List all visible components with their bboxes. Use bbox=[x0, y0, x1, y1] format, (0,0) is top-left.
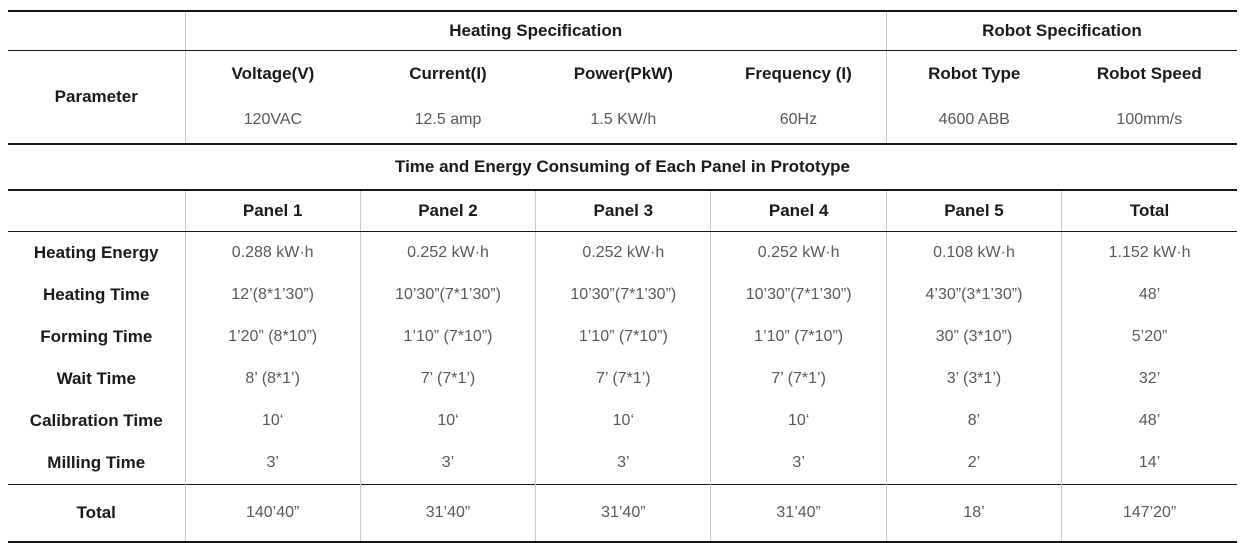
total-cell: 18’ bbox=[886, 484, 1063, 542]
row-label: Calibration Time bbox=[8, 400, 186, 442]
cell: 1’10” (7*10”) bbox=[710, 316, 887, 358]
total-cell: 31’40” bbox=[360, 484, 537, 542]
row-label: Wait Time bbox=[8, 358, 186, 400]
cell: 10’30”(7*1’30”) bbox=[360, 274, 537, 316]
panel-col-header-1: Panel 1 bbox=[185, 191, 361, 232]
cell: 0.108 kW·h bbox=[886, 231, 1063, 274]
table-row-milling-time: Milling Time 3’ 3’ 3’ 3’ 2’ 14’ bbox=[8, 442, 1237, 485]
table-row-total: Total 140’40” 31’40” 31’40” 31’40” 18’ 1… bbox=[8, 484, 1237, 542]
cell: 8’ (8*1’) bbox=[185, 358, 361, 400]
spec-header-row: Parameter Voltage(V) Current(I) Power(Pk… bbox=[8, 50, 1237, 144]
cell: 3’ (3*1’) bbox=[886, 358, 1063, 400]
panel-table: Panel 1 Panel 2 Panel 3 Panel 4 Panel 5 … bbox=[8, 191, 1237, 543]
cell: 1.152 kW·h bbox=[1108, 244, 1191, 261]
cell: 3’ bbox=[360, 442, 537, 485]
cell: 8’ bbox=[886, 400, 1063, 442]
spec-value-frequency: 60Hz bbox=[710, 97, 887, 144]
spec-value-row: 120VAC 12.5 amp 1.5 KW/h 60Hz 4600 ABB 1… bbox=[8, 97, 1237, 144]
table-row-heating-energy: Heating Energy 0.288 kW·h 0.252 kW·h 0.2… bbox=[8, 231, 1237, 274]
cell: 10‘ bbox=[535, 400, 712, 442]
robot-spec-title: Robot Specification bbox=[886, 11, 1237, 51]
spec-value-power: 1.5 KW/h bbox=[590, 111, 657, 128]
cell: 3’ bbox=[710, 442, 887, 485]
spec-value-voltage: 120VAC bbox=[243, 111, 303, 128]
cell: 10‘ bbox=[710, 400, 887, 442]
cell: 32’ bbox=[1138, 370, 1161, 387]
cell: 10’30”(7*1’30”) bbox=[710, 274, 887, 316]
cell: 0.252 kW·h bbox=[710, 231, 887, 274]
parameter-label: Parameter bbox=[8, 50, 186, 144]
row-label: Heating Time bbox=[8, 274, 186, 316]
total-label: Total bbox=[8, 484, 186, 542]
cell: 10’30”(7*1’30”) bbox=[535, 274, 712, 316]
cell: 14’ bbox=[1138, 454, 1161, 471]
row-label: Milling Time bbox=[8, 442, 186, 485]
total-cell: 31’40” bbox=[710, 484, 887, 542]
spec-value-robot-type: 4600 ABB bbox=[938, 111, 1010, 128]
spec-col-header-robot-speed: Robot Speed bbox=[1096, 64, 1202, 83]
spec-value-current: 12.5 amp bbox=[414, 111, 482, 128]
spec-col-header-voltage: Voltage(V) bbox=[231, 64, 315, 83]
cell: 0.288 kW·h bbox=[185, 231, 361, 274]
table-row-heating-time: Heating Time 12’(8*1’30”) 10’30”(7*1’30”… bbox=[8, 274, 1237, 316]
row-label: Heating Energy bbox=[8, 231, 186, 274]
panel-col-header-2: Panel 2 bbox=[360, 191, 537, 232]
panel-table-title: Time and Energy Consuming of Each Panel … bbox=[8, 145, 1237, 191]
row-label: Forming Time bbox=[8, 316, 186, 358]
cell: 3’ bbox=[185, 442, 361, 485]
cell: 2’ bbox=[886, 442, 1063, 485]
cell: 12’(8*1’30”) bbox=[185, 274, 361, 316]
total-cell: 147’20” bbox=[1061, 484, 1237, 542]
cell: 10‘ bbox=[185, 400, 361, 442]
total-cell: 31’40” bbox=[535, 484, 712, 542]
cell: 7’ (7*1’) bbox=[710, 358, 887, 400]
cell: 7’ (7*1’) bbox=[535, 358, 712, 400]
cell: 30” (3*10”) bbox=[886, 316, 1063, 358]
panel-col-header-4: Panel 4 bbox=[710, 191, 887, 232]
cell: 4’30”(3*1’30”) bbox=[886, 274, 1063, 316]
cell: 3’ bbox=[535, 442, 712, 485]
spec-corner-cell bbox=[8, 11, 186, 51]
total-cell: 140’40” bbox=[185, 484, 361, 542]
heating-spec-title: Heating Specification bbox=[185, 11, 887, 51]
table-row-wait-time: Wait Time 8’ (8*1’) 7’ (7*1’) 7’ (7*1’) … bbox=[8, 358, 1237, 400]
cell: 1’10” (7*10”) bbox=[360, 316, 537, 358]
cell: 48’ bbox=[1138, 412, 1161, 429]
spec-table: Heating Specification Robot Specificatio… bbox=[8, 10, 1237, 145]
table-row-calibration-time: Calibration Time 10‘ 10‘ 10‘ 10‘ 8’ 48’ bbox=[8, 400, 1237, 442]
panel-corner-cell bbox=[8, 191, 186, 232]
spec-title-row: Heating Specification Robot Specificatio… bbox=[8, 11, 1237, 51]
panel-col-header-total: Total bbox=[1061, 191, 1237, 232]
cell: 1’10” (7*10”) bbox=[535, 316, 712, 358]
spec-col-header-power: Power(PkW) bbox=[573, 64, 673, 83]
table-row-forming-time: Forming Time 1’20” (8*10”) 1’10” (7*10”)… bbox=[8, 316, 1237, 358]
panel-col-header-3: Panel 3 bbox=[535, 191, 712, 232]
cell: 48’ bbox=[1138, 286, 1161, 303]
cell: 0.252 kW·h bbox=[360, 231, 537, 274]
spec-col-header-frequency: Frequency (I) bbox=[710, 50, 887, 97]
panel-col-header-5: Panel 5 bbox=[886, 191, 1063, 232]
cell: 5’20” bbox=[1131, 328, 1168, 345]
spec-value-robot-speed: 100mm/s bbox=[1116, 111, 1183, 128]
cell: 1’20” (8*10”) bbox=[185, 316, 361, 358]
specification-sheet: Heating Specification Robot Specificatio… bbox=[8, 10, 1237, 543]
spec-col-header-current: Current(I) bbox=[409, 64, 487, 83]
spec-col-header-robot-type: Robot Type bbox=[928, 64, 1021, 83]
cell: 10‘ bbox=[360, 400, 537, 442]
panel-header-row: Panel 1 Panel 2 Panel 3 Panel 4 Panel 5 … bbox=[8, 191, 1237, 232]
cell: 0.252 kW·h bbox=[535, 231, 712, 274]
cell: 7’ (7*1’) bbox=[360, 358, 537, 400]
